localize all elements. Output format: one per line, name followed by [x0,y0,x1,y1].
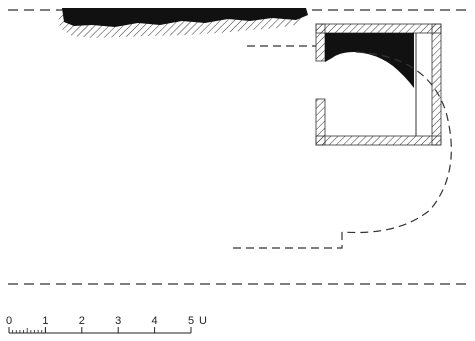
wall-bottom [315,135,442,146]
wall-top [315,23,442,34]
scale-unit-label: U [199,315,207,327]
scale-tick-label: 5 [188,315,194,327]
scale-tick-label: 4 [152,315,158,327]
wall-left-lower [315,98,326,146]
scale-tick-label: 1 [42,315,48,327]
black-deposit-room [325,33,414,88]
dashed-step-line [228,232,343,249]
scale-tick-label: 0 [6,315,12,327]
scale-bar-ticks [8,327,192,333]
dashed-arc [341,51,452,234]
scale-tick-label: 2 [79,315,85,327]
scale-bar: 0 1 2 3 4 5 U [6,315,207,334]
wall-left-upper [315,23,326,62]
scale-bar-labels: 0 1 2 3 4 5 [6,315,194,327]
black-deposit-top [62,8,308,27]
scale-tick-label: 3 [115,315,121,327]
wall-right [431,23,442,146]
